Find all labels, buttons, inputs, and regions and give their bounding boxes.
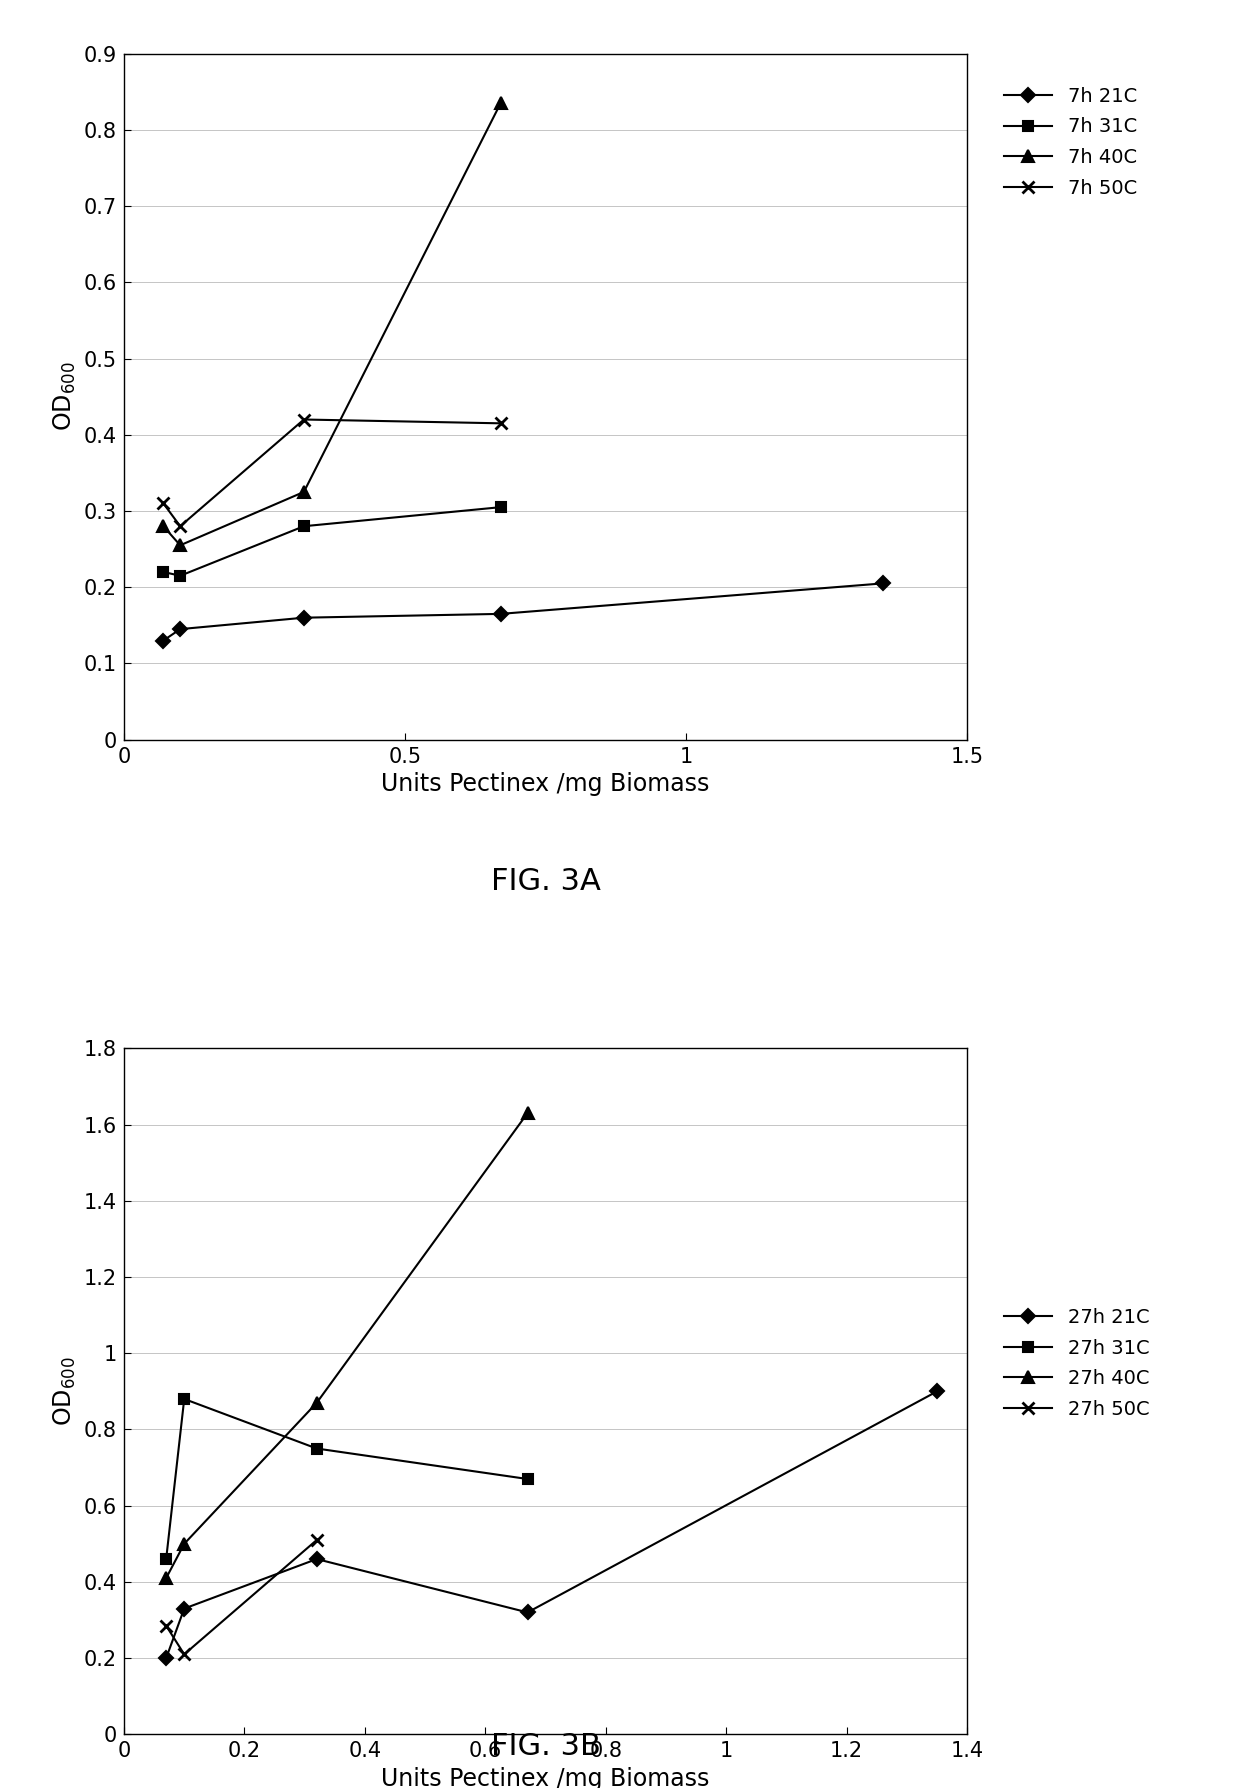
- 7h 40C: [172, 535, 187, 556]
- 7h 21C: [172, 619, 187, 640]
- Line: 27h 21C: 27h 21C: [161, 1386, 942, 1663]
- 7h 31C: [172, 565, 187, 586]
- 7h 50C: [172, 515, 187, 536]
- 27h 40C: [520, 1103, 534, 1125]
- Y-axis label: OD$_{600}$: OD$_{600}$: [52, 1357, 78, 1427]
- 7h 31C: [156, 561, 171, 583]
- 7h 21C: [156, 629, 171, 651]
- 7h 31C: [494, 497, 508, 519]
- 7h 50C: [156, 493, 171, 515]
- 27h 21C: [520, 1602, 534, 1624]
- 7h 40C: [494, 93, 508, 114]
- 27h 31C: [177, 1387, 192, 1409]
- 27h 50C: [177, 1643, 192, 1665]
- 27h 31C: [309, 1438, 324, 1459]
- X-axis label: Units Pectinex /mg Biomass: Units Pectinex /mg Biomass: [382, 772, 709, 796]
- 27h 31C: [520, 1468, 534, 1489]
- 7h 21C: [296, 606, 311, 628]
- X-axis label: Units Pectinex /mg Biomass: Units Pectinex /mg Biomass: [382, 1767, 709, 1788]
- Text: FIG. 3B: FIG. 3B: [491, 1733, 600, 1761]
- 27h 31C: [159, 1548, 174, 1570]
- Line: 27h 40C: 27h 40C: [161, 1107, 533, 1584]
- 7h 50C: [296, 409, 311, 431]
- Y-axis label: OD$_{600}$: OD$_{600}$: [52, 361, 78, 431]
- Line: 27h 31C: 27h 31C: [161, 1395, 532, 1564]
- Line: 7h 40C: 7h 40C: [157, 98, 506, 551]
- Line: 7h 31C: 7h 31C: [159, 502, 506, 581]
- 27h 21C: [930, 1380, 945, 1402]
- 27h 40C: [159, 1568, 174, 1590]
- 7h 31C: [296, 515, 311, 536]
- 27h 21C: [159, 1647, 174, 1668]
- 7h 21C: [875, 572, 890, 594]
- 7h 40C: [296, 481, 311, 502]
- 7h 40C: [156, 515, 171, 536]
- Line: 27h 50C: 27h 50C: [161, 1534, 322, 1659]
- 27h 40C: [309, 1393, 324, 1414]
- 27h 40C: [177, 1532, 192, 1554]
- Legend: 7h 21C, 7h 31C, 7h 40C, 7h 50C: 7h 21C, 7h 31C, 7h 40C, 7h 50C: [993, 77, 1147, 207]
- 27h 50C: [309, 1529, 324, 1550]
- 7h 50C: [494, 413, 508, 434]
- Line: 7h 50C: 7h 50C: [157, 415, 506, 531]
- 27h 50C: [159, 1615, 174, 1636]
- 7h 21C: [494, 603, 508, 624]
- 27h 21C: [309, 1548, 324, 1570]
- Text: FIG. 3A: FIG. 3A: [491, 867, 600, 896]
- Line: 7h 21C: 7h 21C: [159, 579, 888, 645]
- 27h 21C: [177, 1598, 192, 1620]
- Legend: 27h 21C, 27h 31C, 27h 40C, 27h 50C: 27h 21C, 27h 31C, 27h 40C, 27h 50C: [993, 1298, 1159, 1429]
